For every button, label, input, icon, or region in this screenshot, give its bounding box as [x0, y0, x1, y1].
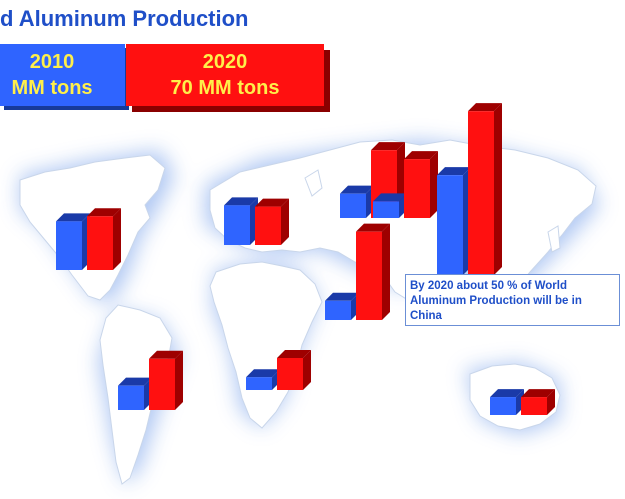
bar-2020-australia-side — [547, 389, 555, 415]
bar-2010-middle-east — [325, 300, 351, 320]
bar-2020-australia-top — [521, 389, 555, 398]
bar-2020-russia-top — [371, 142, 405, 151]
bar-2020-north-america-side — [113, 208, 121, 270]
chart-title: d Aluminum Production — [0, 6, 249, 31]
bar-2010-india — [373, 201, 399, 218]
bar-2020-india-side — [430, 151, 438, 218]
bar-2010-australia-top — [490, 389, 524, 398]
bar-2020-middle-east-side — [382, 223, 390, 320]
legend-2020-amount: 70 MM tons — [170, 77, 280, 99]
bar-2010-africa-top — [246, 369, 280, 378]
bar-2010-south-america — [118, 385, 144, 410]
bar-2010-middle-east-top — [325, 292, 359, 301]
legend-2020: 2020 70 MM tons — [126, 44, 324, 106]
bar-2020-africa-side — [303, 350, 311, 390]
bar-2010-india-top — [373, 193, 407, 202]
bar-2020-middle-east-top — [356, 223, 390, 232]
bar-2010-north-america — [56, 221, 82, 270]
bar-2010-europe — [224, 205, 250, 245]
bar-2020-africa — [277, 358, 303, 390]
bar-2010-russia-top — [340, 185, 374, 194]
bar-2020-europe-top — [255, 198, 289, 207]
bar-2020-africa-top — [277, 350, 311, 358]
bar-2010-australia — [490, 397, 516, 415]
bar-2020-china-side — [494, 103, 502, 275]
bar-2020-south-america-side — [175, 350, 183, 410]
legend-2010: 2010 MM tons — [0, 44, 125, 106]
bar-2020-china — [468, 111, 494, 275]
legend-2010-year: 2010 — [29, 51, 75, 73]
bar-group — [56, 103, 555, 415]
bar-2010-south-america-top — [118, 377, 152, 386]
china-annotation: By 2020 about 50 % of World Aluminum Pro… — [405, 274, 620, 326]
bar-2020-south-america — [149, 358, 175, 410]
bar-2020-south-america-top — [149, 350, 183, 359]
bar-2010-europe-top — [224, 197, 258, 206]
bar-2020-australia — [521, 397, 547, 415]
bar-2020-middle-east — [356, 231, 382, 320]
bar-2010-russia — [340, 193, 366, 218]
bar-2020-india-top — [404, 151, 438, 160]
bar-2020-europe-side — [281, 198, 289, 245]
bar-2020-india — [404, 159, 430, 218]
bar-2010-china — [437, 175, 463, 275]
bar-2010-north-america-top — [56, 213, 90, 222]
legend-2010-amount: MM tons — [11, 77, 93, 99]
bar-2010-china-top — [437, 167, 471, 176]
bar-2020-north-america-top — [87, 208, 121, 217]
bar-2020-north-america — [87, 216, 113, 270]
bar-2020-europe — [255, 206, 281, 245]
bar-2020-china-top — [468, 103, 502, 112]
legend-2020-year: 2020 — [202, 51, 248, 73]
bar-2010-africa — [246, 377, 272, 390]
